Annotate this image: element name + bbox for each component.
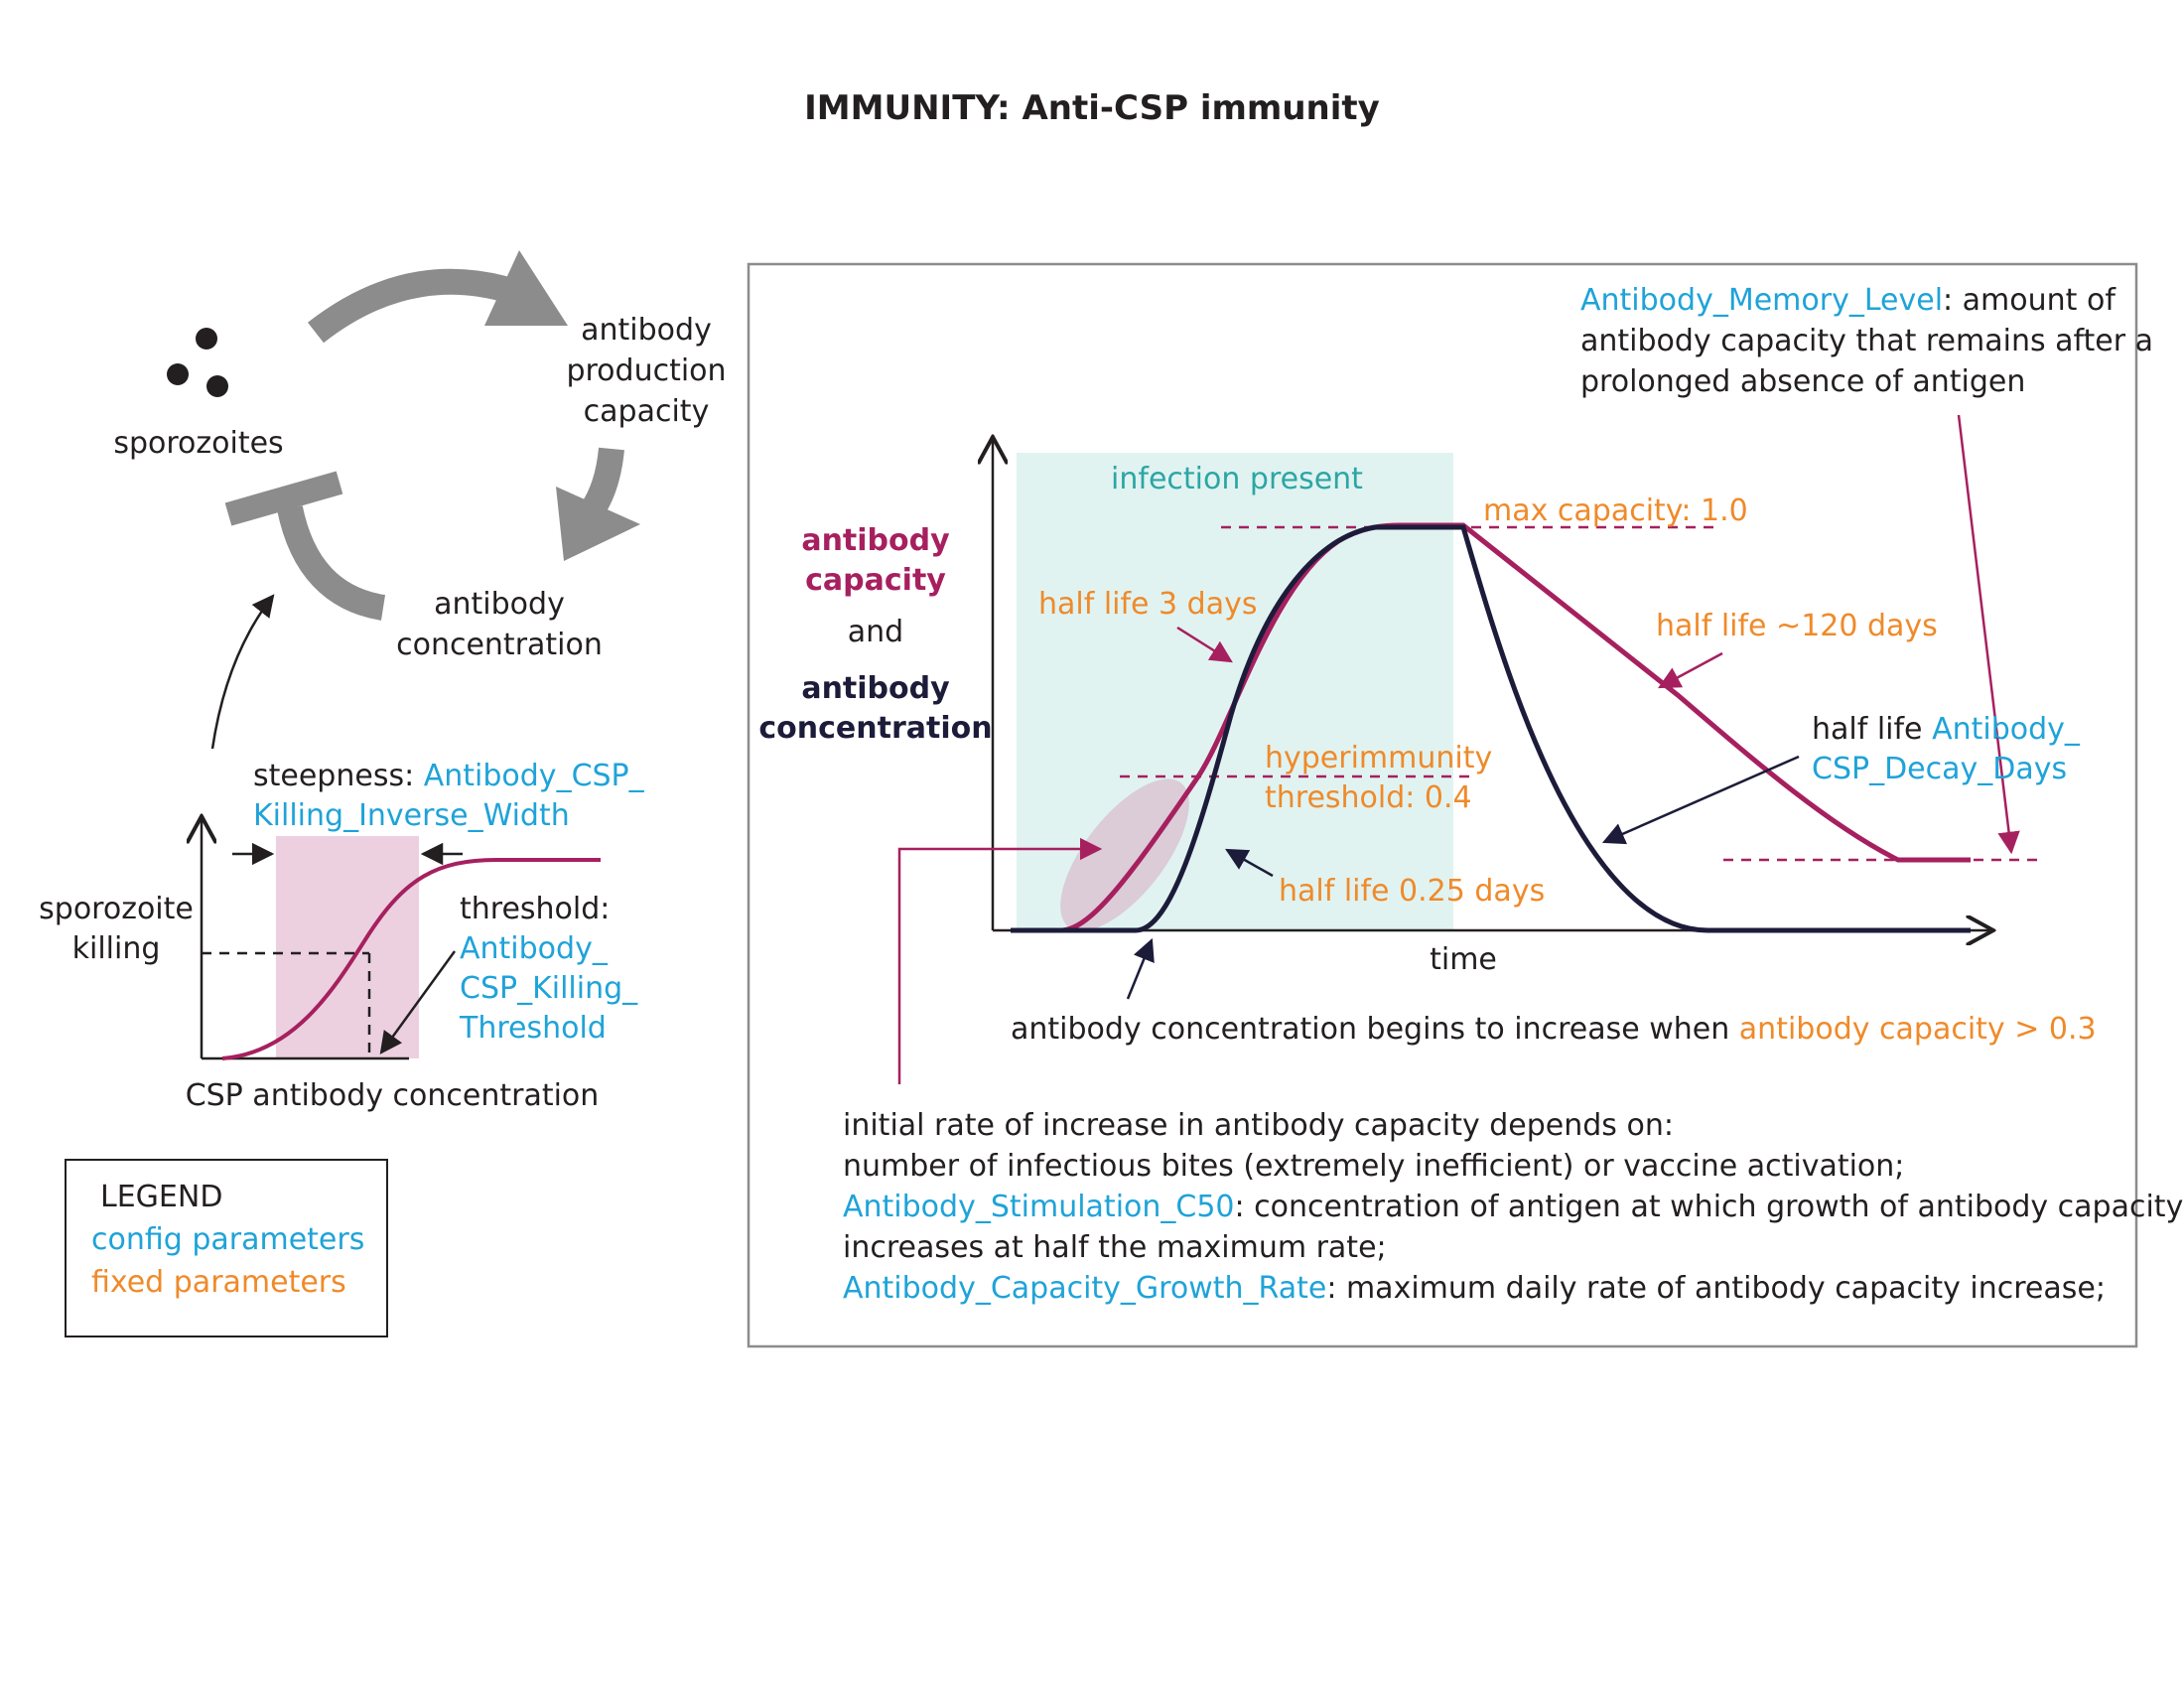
memory-pointer (1957, 414, 2020, 855)
ylabel-concentration-1: antibody (801, 671, 950, 706)
threshold-label: threshold: (460, 892, 610, 926)
max-capacity-label: max capacity: 1.0 (1483, 493, 1748, 528)
threshold-param-3: Threshold (459, 1011, 607, 1046)
page-title: IMMUNITY: Anti-CSP immunity (804, 88, 1380, 128)
inhibition-bar (224, 471, 343, 526)
production-arrowhead (556, 487, 640, 561)
half-life-3-label: half life 3 days (1038, 587, 1258, 622)
infection-present-label: infection present (1111, 462, 1363, 496)
decay-pointer (1601, 755, 1800, 845)
killing-ylabel-1: sporozoite (39, 892, 194, 926)
production-label-1: antibody (581, 313, 712, 348)
main-panel: Antibody_Memory_Level: amount of antibod… (747, 262, 2183, 1348)
stim-line-1: Antibody_Stimulation_C50: concentration … (843, 1190, 2183, 1224)
ylabel-capacity-2: capacity (805, 563, 946, 598)
legend: LEGEND config parameters fixed parameter… (65, 1159, 388, 1337)
rate-connector (897, 837, 1103, 1084)
decay-label-2: CSP_Decay_Days (1812, 752, 2067, 786)
sporozoites-label: sporozoites (113, 426, 283, 461)
concentration-label-1: antibody (434, 587, 565, 622)
conc-begins-text: antibody concentration begins to increas… (1011, 1012, 2097, 1047)
sporozoite-dot (206, 375, 228, 397)
memory-line-2: antibody capacity that remains after a (1580, 324, 2153, 358)
legend-fixed: fixed parameters (91, 1265, 346, 1300)
half-life-3-pointer (1176, 626, 1233, 663)
rate-line-2: number of infectious bites (extremely in… (843, 1149, 1904, 1184)
rate-line-1: initial rate of increase in antibody cap… (843, 1108, 1674, 1143)
legend-config: config parameters (91, 1222, 364, 1257)
cycle-diagram: sporozoites antibody production capacity… (113, 250, 727, 750)
killing-feedback-arrow (210, 594, 275, 750)
memory-line-1: Antibody_Memory_Level: amount of (1580, 283, 2116, 318)
steepness-param: Killing_Inverse_Width (253, 798, 570, 833)
ylabel-concentration-2: concentration (758, 711, 992, 746)
stimulation-arrowhead (484, 250, 568, 326)
threshold-param-2: CSP_Killing_ (460, 971, 638, 1006)
main-xlabel: time (1430, 942, 1497, 977)
hyperimmunity-label-1: hyperimmunity (1265, 741, 1492, 775)
ylabel-and: and (848, 615, 903, 649)
production-label-2: production (566, 353, 726, 388)
main-panel-border (747, 262, 2138, 1348)
threshold-param-1: Antibody_ (460, 931, 609, 966)
ylabel-capacity-1: antibody (801, 523, 950, 558)
concentration-label-2: concentration (396, 628, 603, 662)
legend-box (65, 1159, 388, 1337)
sporozoite-dot (196, 328, 217, 350)
growth-line: Antibody_Capacity_Growth_Rate: maximum d… (843, 1271, 2106, 1306)
production-label-3: capacity (584, 394, 710, 429)
stim-line-2: increases at half the maximum rate; (843, 1230, 1387, 1265)
half-life-025-pointer (1225, 848, 1274, 878)
killing-curve (221, 858, 601, 1060)
killing-xlabel: CSP antibody concentration (186, 1078, 600, 1113)
killing-ylabel-2: killing (72, 931, 161, 966)
sporozoite-dot (167, 363, 189, 385)
half-life-120-pointer (1658, 651, 1723, 689)
steepness-band (276, 836, 419, 1058)
threshold-pointer (379, 950, 457, 1055)
half-life-120-label: half life ~120 days (1656, 609, 1938, 643)
legend-title: LEGEND (100, 1180, 222, 1214)
steepness-label: steepness: Antibody_CSP_ (253, 759, 645, 793)
inhibition-arc (277, 505, 386, 621)
memory-line-3: prolonged absence of antigen (1580, 364, 2025, 399)
hyperimmunity-label-2: threshold: 0.4 (1265, 780, 1472, 815)
decay-label-1: half life Antibody_ (1812, 712, 2081, 747)
half-life-025-label: half life 0.25 days (1279, 874, 1545, 909)
killing-graph: steepness: Antibody_CSP_ Killing_Inverse… (39, 759, 645, 1113)
stimulation-ellipse (1060, 778, 1189, 931)
conc-begins-pointer (1126, 937, 1155, 1000)
concentration-curve (1011, 524, 1971, 933)
